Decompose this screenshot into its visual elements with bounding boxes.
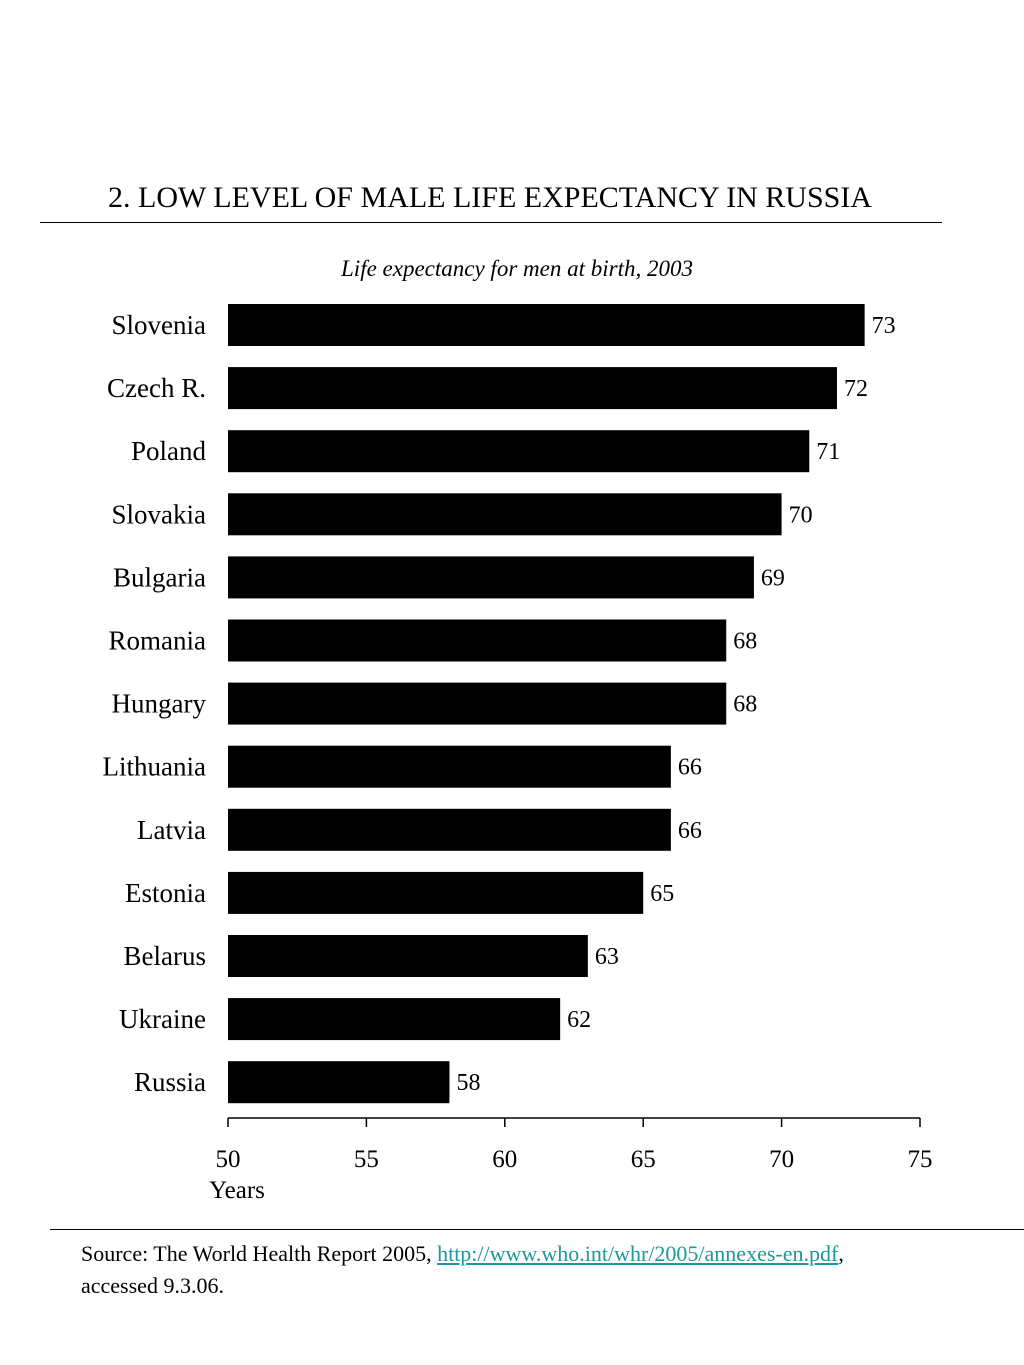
data-label: 70	[789, 502, 813, 528]
data-label: 68	[733, 692, 757, 718]
category-label: Lithuania	[103, 752, 206, 782]
category-label: Belarus	[124, 941, 206, 971]
data-label: 58	[456, 1070, 480, 1096]
bar	[228, 1061, 450, 1104]
title-divider	[40, 222, 942, 223]
data-label: 72	[844, 376, 868, 402]
x-tick-label: 65	[631, 1146, 656, 1173]
source-note: Source: The World Health Report 2005, ht…	[81, 1238, 1016, 1302]
x-tick-label: 75	[908, 1146, 933, 1173]
data-label: 66	[678, 818, 702, 844]
bar	[228, 367, 837, 410]
category-label: Latvia	[137, 815, 206, 845]
footer-divider	[50, 1229, 1024, 1230]
category-label: Poland	[131, 436, 207, 466]
bar	[228, 871, 644, 914]
category-label: Bulgaria	[113, 562, 206, 592]
category-label: Romania	[109, 626, 206, 656]
bar	[228, 430, 810, 473]
category-label: Czech R.	[107, 373, 206, 403]
category-label: Estonia	[125, 878, 206, 908]
source-suffix: ,	[838, 1241, 844, 1266]
x-tick-label: 55	[354, 1146, 379, 1173]
x-tick-label: 70	[769, 1146, 794, 1173]
x-axis-label: Years	[209, 1177, 265, 1204]
data-label: 65	[650, 881, 674, 907]
data-label: 71	[816, 439, 840, 465]
page-title: 2. LOW LEVEL OF MALE LIFE EXPECTANCY IN …	[108, 181, 872, 214]
x-tick-label: 60	[492, 1146, 517, 1173]
data-label: 66	[678, 755, 702, 781]
bar	[228, 998, 561, 1041]
data-label: 62	[567, 1007, 591, 1033]
category-label: Russia	[134, 1067, 206, 1097]
bar-chart: Slovenia 73 Czech R. 72 Poland 71 Slovakia 70 Bu…	[103, 304, 933, 1204]
chart-subtitle: Life expectancy for men at birth, 2003	[341, 256, 693, 281]
data-label: 69	[761, 565, 785, 591]
bar	[228, 682, 727, 725]
source-link[interactable]: http://www.who.int/whr/2005/annexes-en.p…	[437, 1241, 839, 1266]
bar	[228, 493, 782, 536]
bar	[228, 935, 588, 977]
data-label: 73	[872, 313, 896, 339]
bar	[228, 619, 727, 662]
category-label: Hungary	[112, 689, 207, 719]
bar	[228, 745, 671, 788]
bar	[228, 556, 754, 599]
data-label: 68	[733, 629, 757, 655]
bar	[228, 808, 671, 851]
source-prefix: Source: The World Health Report 2005,	[81, 1241, 438, 1266]
category-label: Slovakia	[112, 499, 207, 529]
category-label: Slovenia	[112, 310, 207, 340]
category-label: Ukraine	[119, 1004, 206, 1034]
source-accessed: accessed 9.3.06.	[81, 1273, 224, 1298]
x-tick-label: 50	[216, 1146, 241, 1173]
bar	[228, 304, 865, 346]
data-label: 63	[595, 944, 619, 970]
